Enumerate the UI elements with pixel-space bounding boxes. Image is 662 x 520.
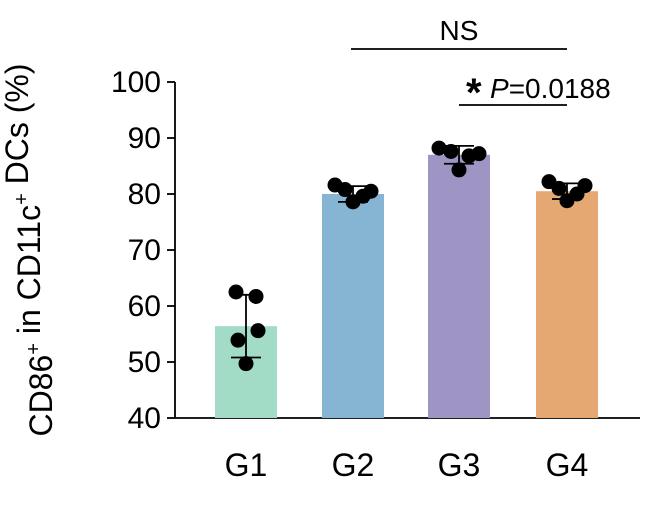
- data-point-g1: [238, 356, 254, 372]
- significance-annotations: NS * P=0.0188: [351, 15, 611, 115]
- bar-g3: [428, 154, 490, 419]
- error-bars: [231, 144, 582, 359]
- y-tick-label: 80: [128, 178, 161, 211]
- bar-g2: [322, 194, 384, 418]
- y-axis-label: CD86+ in CD11c+ DCs (%): [0, 63, 59, 436]
- x-tick-label-g1: G1: [225, 447, 268, 483]
- data-point-g3: [461, 148, 477, 164]
- data-point-g4: [559, 193, 575, 209]
- x-tick-label-g4: G4: [546, 447, 589, 483]
- x-tick-labels: G1 G2 G3 G4: [225, 447, 589, 483]
- y-tick-label: 100: [111, 66, 161, 99]
- data-point-g1: [230, 332, 246, 348]
- y-tick-label: 90: [128, 122, 161, 155]
- ns-label: NS: [440, 15, 479, 46]
- data-point-g2: [337, 182, 353, 198]
- data-point-g1: [250, 323, 266, 339]
- significance-star: *: [466, 71, 482, 115]
- data-point-g4: [551, 180, 567, 196]
- x-tick-label-g2: G2: [332, 447, 375, 483]
- bars: [215, 154, 598, 419]
- y-ticks: 40 50 60 70 80 90 100: [111, 66, 175, 435]
- y-tick-label: 50: [128, 346, 161, 379]
- y-tick-label: 60: [128, 290, 161, 323]
- data-point-g1: [228, 284, 244, 300]
- y-tick-label: 70: [128, 234, 161, 267]
- data-point-g3: [431, 140, 447, 156]
- bar-g4: [536, 191, 598, 418]
- y-axis-title: CD86+ in CD11c+ DCs (%): [0, 63, 59, 436]
- y-tick-label: 40: [128, 402, 161, 435]
- data-points: [228, 140, 593, 372]
- data-point-g3: [443, 143, 459, 159]
- x-tick-label-g3: G3: [438, 447, 481, 483]
- data-point-g2: [345, 194, 361, 210]
- data-point-g1: [248, 288, 264, 304]
- p-value-label: P=0.0188: [490, 73, 611, 104]
- data-point-g3: [451, 162, 467, 178]
